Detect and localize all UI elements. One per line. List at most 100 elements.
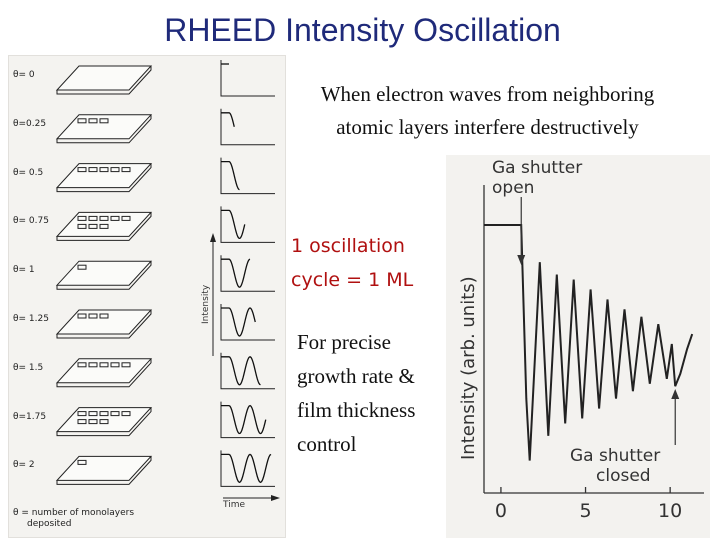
intensity-trace [221,404,267,435]
island [99,167,109,173]
trace-axes [220,60,275,97]
island [88,419,98,425]
cycle-line-2: cycle = 1 ML [291,269,414,291]
cycle-note: 1 oscillation cycle = 1 ML [291,229,413,297]
monolayer-plate [55,260,153,286]
precise-note: For precise growth rate & film thickness… [297,325,415,461]
slide-title: RHEED Intensity Oscillation [164,12,561,48]
island [99,362,109,368]
trace-axes [220,352,275,390]
plate-edge [56,456,152,485]
island [110,411,120,417]
island [77,419,87,425]
shutter-open-label-2: open [492,178,534,198]
growth-stage-drawing [55,60,280,501]
trace-axes [220,108,275,146]
island [110,167,120,173]
island [99,411,109,417]
island [99,223,109,229]
monolayer-plate [55,358,153,384]
plate-edge [56,163,152,193]
plate-edge [56,212,152,241]
stage-label: θ= 0 [13,70,35,80]
island [77,313,87,319]
intensity-trace [221,356,261,386]
trace-axes [220,206,275,243]
stage-label: θ=0.25 [13,118,47,129]
island [88,223,98,229]
shutter-open-label-1: Ga shutter [492,158,582,178]
island [121,215,131,221]
island [88,411,98,417]
footnote: θ = number of monolayers deposited [13,508,134,530]
intensity-trace [221,453,272,484]
cycle-line-1: 1 oscillation [291,235,405,257]
plate-edge [56,261,152,290]
intro-text: When electron waves from neighboring ato… [290,78,685,144]
shutter-closed-arrow-head [671,389,680,399]
stage-label: θ= 1.5 [13,362,44,373]
island [77,264,87,270]
island [77,411,87,417]
trace-axes [220,255,275,292]
footnote-line-2: deposited [27,519,72,529]
island [88,362,98,368]
island [88,118,98,124]
plate-edge [56,114,152,144]
stage-label: θ= 2 [13,460,35,471]
shutter-closed-label-2: closed [596,466,651,486]
island [121,167,131,173]
stage-label: θ= 0.5 [13,167,44,178]
island [99,118,109,124]
y-axis-label: Intensity (arb. units) [458,276,479,460]
plate-edge [56,310,152,339]
island [77,118,87,124]
growth-stage-figure: θ= 0 θ=0.25 θ= 0.5 θ= 0.75 θ= 1 θ= 1.25 θ= 1.5… [8,55,286,538]
island [77,215,87,221]
island [99,215,109,221]
x-tick-label: 10 [658,500,682,522]
time-label: Time [223,500,246,510]
island [121,411,131,417]
island [77,167,87,173]
time-arrow-head [271,495,280,501]
island [88,313,98,319]
plate-edge [56,407,152,437]
stage-label: θ=1.75 [13,411,47,422]
precise-line-4: control [297,432,357,456]
island [99,313,109,319]
intro-line-1: When electron waves from neighboring [320,82,655,106]
monolayer-plate [55,65,153,91]
island [110,215,120,221]
intensity-trace [221,209,246,240]
island [121,362,131,368]
intensity-series-line [484,224,694,461]
precise-line-1: For precise [297,330,391,354]
plate-edge [56,358,152,388]
intensity-trace [221,160,240,191]
island [77,223,87,229]
stage-label: θ= 1.25 [13,314,49,324]
island [77,459,87,465]
intensity-trace [221,112,235,127]
precise-line-3: film thickness [297,398,416,422]
monolayer-plate [55,114,153,140]
plate-edge [56,66,152,95]
island [99,419,109,425]
shutter-closed-label-1: Ga shutter [570,446,660,466]
monolayer-plate [55,163,153,189]
monolayer-plate [55,455,153,481]
intro-line-2: atomic layers interfere destructively [336,115,639,139]
island [88,167,98,173]
intensity-trace [221,258,251,288]
trace-axes [220,450,275,487]
x-tick-label: 0 [495,500,507,522]
intensity-label: Intensity [201,284,211,324]
shutter-open-arrow-head [517,255,526,265]
footnote-line-1: θ = number of monolayers [13,508,135,518]
stage-label: θ= 0.75 [13,216,49,227]
trace-axes [220,157,275,195]
island [88,215,98,221]
intensity-arrow-head [210,233,216,242]
intensity-trace [221,307,256,337]
